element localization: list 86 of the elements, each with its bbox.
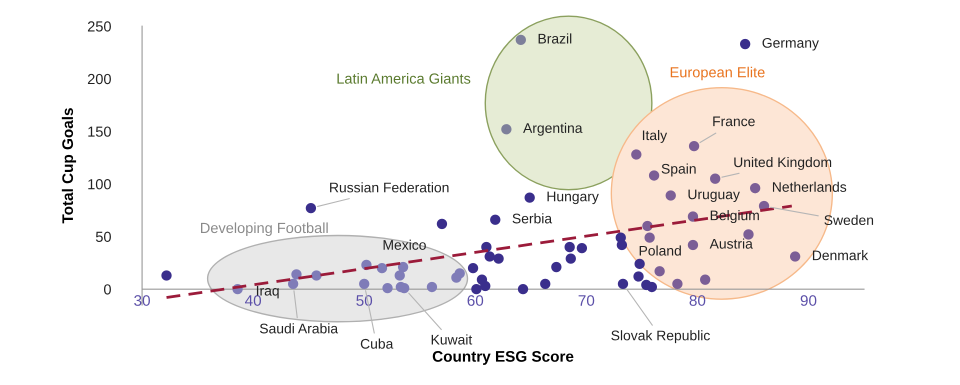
annotation: Italy: [642, 130, 668, 143]
point: [484, 251, 495, 262]
point: [566, 253, 576, 264]
annotation: Brazil: [538, 33, 572, 44]
point: [688, 240, 698, 250]
y-tick-label: 250: [88, 21, 111, 32]
point: [518, 284, 528, 294]
point: [382, 282, 393, 294]
point: [398, 262, 408, 272]
point: [288, 278, 298, 290]
point: [688, 140, 700, 152]
point: [688, 211, 698, 222]
annotation: United Kingdom: [734, 156, 832, 170]
point: [480, 280, 490, 292]
y-tick-label: 100: [88, 179, 111, 190]
point: [710, 174, 720, 184]
point: [740, 38, 750, 50]
point: [634, 258, 645, 270]
point: [540, 278, 550, 290]
y-tick-label: 150: [88, 126, 111, 137]
point: [700, 274, 710, 285]
x-tick-label: 60: [468, 295, 484, 306]
point: [666, 190, 676, 201]
point: [648, 170, 660, 181]
point: [516, 34, 526, 46]
point: [750, 183, 760, 194]
point: [618, 278, 628, 290]
point: [436, 218, 448, 230]
point: [311, 270, 322, 281]
point: [564, 242, 575, 252]
x-tick-label: 80: [690, 295, 706, 306]
point: [654, 266, 665, 276]
point: [426, 282, 438, 292]
annotation: Hungary: [548, 192, 599, 204]
point: [468, 262, 478, 274]
point: [644, 232, 655, 243]
annotation: Cuba: [360, 338, 394, 349]
annotation: European Elite: [670, 66, 765, 80]
point: [616, 240, 628, 250]
point: [501, 124, 512, 134]
x-tick-label: 70: [578, 295, 594, 306]
annotation: Sweden: [824, 214, 874, 226]
point: [633, 271, 644, 282]
point: [471, 284, 482, 294]
annotation: Saudi Arabia: [260, 323, 338, 334]
y-tick-label: 50: [96, 232, 111, 242]
annotation: Poland: [640, 245, 681, 256]
annotation: Serbia: [512, 213, 552, 224]
point: [524, 192, 535, 203]
annotation: France: [713, 116, 755, 126]
point: [551, 262, 562, 272]
annotation: Belgium: [710, 210, 759, 224]
point: [359, 278, 370, 290]
point: [631, 149, 642, 160]
point: [642, 220, 653, 232]
x-tick-label: 50: [356, 295, 372, 306]
y-tick-label: 0: [104, 284, 111, 295]
annotation: Germany: [762, 38, 819, 51]
annotation: Slovak Republic: [611, 330, 710, 344]
annotation: Latin America Giants: [337, 73, 470, 84]
point: [490, 214, 500, 225]
point: [493, 253, 504, 264]
annotation: Denmark: [812, 250, 868, 260]
annotation: Spain: [662, 164, 696, 176]
annotation: Netherlands: [772, 182, 846, 192]
point: [306, 203, 316, 214]
annotation: Developing Football: [201, 222, 328, 236]
point: [376, 262, 388, 274]
y-tick-label: 200: [88, 74, 111, 84]
annotation: Uruguay: [688, 190, 740, 202]
point: [291, 269, 302, 280]
point: [576, 242, 588, 254]
annotation: Austria: [710, 238, 753, 249]
x-tick-label: 90: [800, 295, 816, 306]
annotation: Argentina: [523, 122, 582, 136]
annotation: Russian Federation: [330, 182, 448, 192]
annotation: Kuwait: [432, 334, 472, 345]
annotation: Mexico: [384, 240, 426, 250]
point: [646, 282, 658, 292]
point: [454, 268, 465, 279]
point: [394, 270, 405, 281]
point: [790, 251, 800, 262]
point: [161, 270, 172, 281]
point: [672, 278, 683, 290]
y-axis-title: Total Cup Goals: [62, 108, 76, 224]
x-axis-title: Country ESG Score: [432, 351, 574, 365]
